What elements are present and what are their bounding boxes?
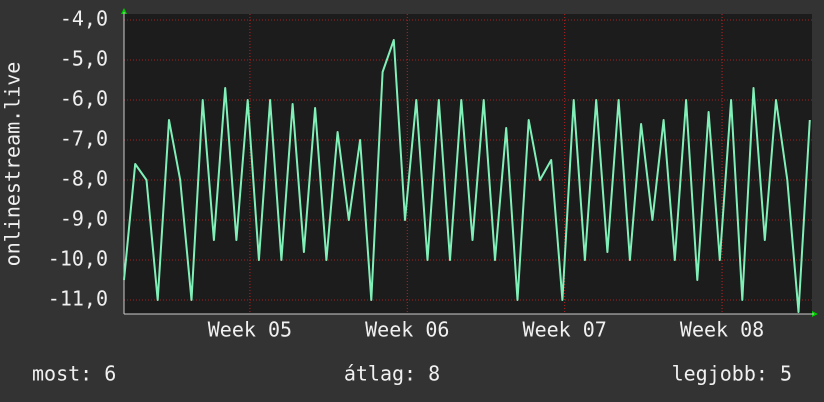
data-line bbox=[123, 39, 811, 313]
x-tick-label: Week 08 bbox=[680, 318, 764, 342]
y-axis-label: onlinestream.live bbox=[1, 62, 25, 267]
plot-area bbox=[124, 14, 812, 314]
y-tick-label: -4,0 bbox=[60, 7, 108, 31]
y-tick-label: -11,0 bbox=[48, 287, 108, 311]
x-tick-label: Week 07 bbox=[523, 318, 607, 342]
stat-average: átlag: 8 bbox=[344, 362, 440, 386]
y-tick-label: -8,0 bbox=[60, 167, 108, 191]
x-tick-label: Week 05 bbox=[208, 318, 292, 342]
y-tick-label: -10,0 bbox=[48, 247, 108, 271]
axis-arrow bbox=[121, 8, 127, 14]
y-tick-label: -7,0 bbox=[60, 127, 108, 151]
stat-current: most: 6 bbox=[32, 362, 116, 386]
stat-best: legjobb: 5 bbox=[672, 362, 792, 386]
x-tick-label: Week 06 bbox=[365, 318, 449, 342]
y-tick-label: -5,0 bbox=[60, 47, 108, 71]
axis-arrow bbox=[812, 311, 818, 317]
y-tick-label: -9,0 bbox=[60, 207, 108, 231]
y-tick-label: -6,0 bbox=[60, 87, 108, 111]
